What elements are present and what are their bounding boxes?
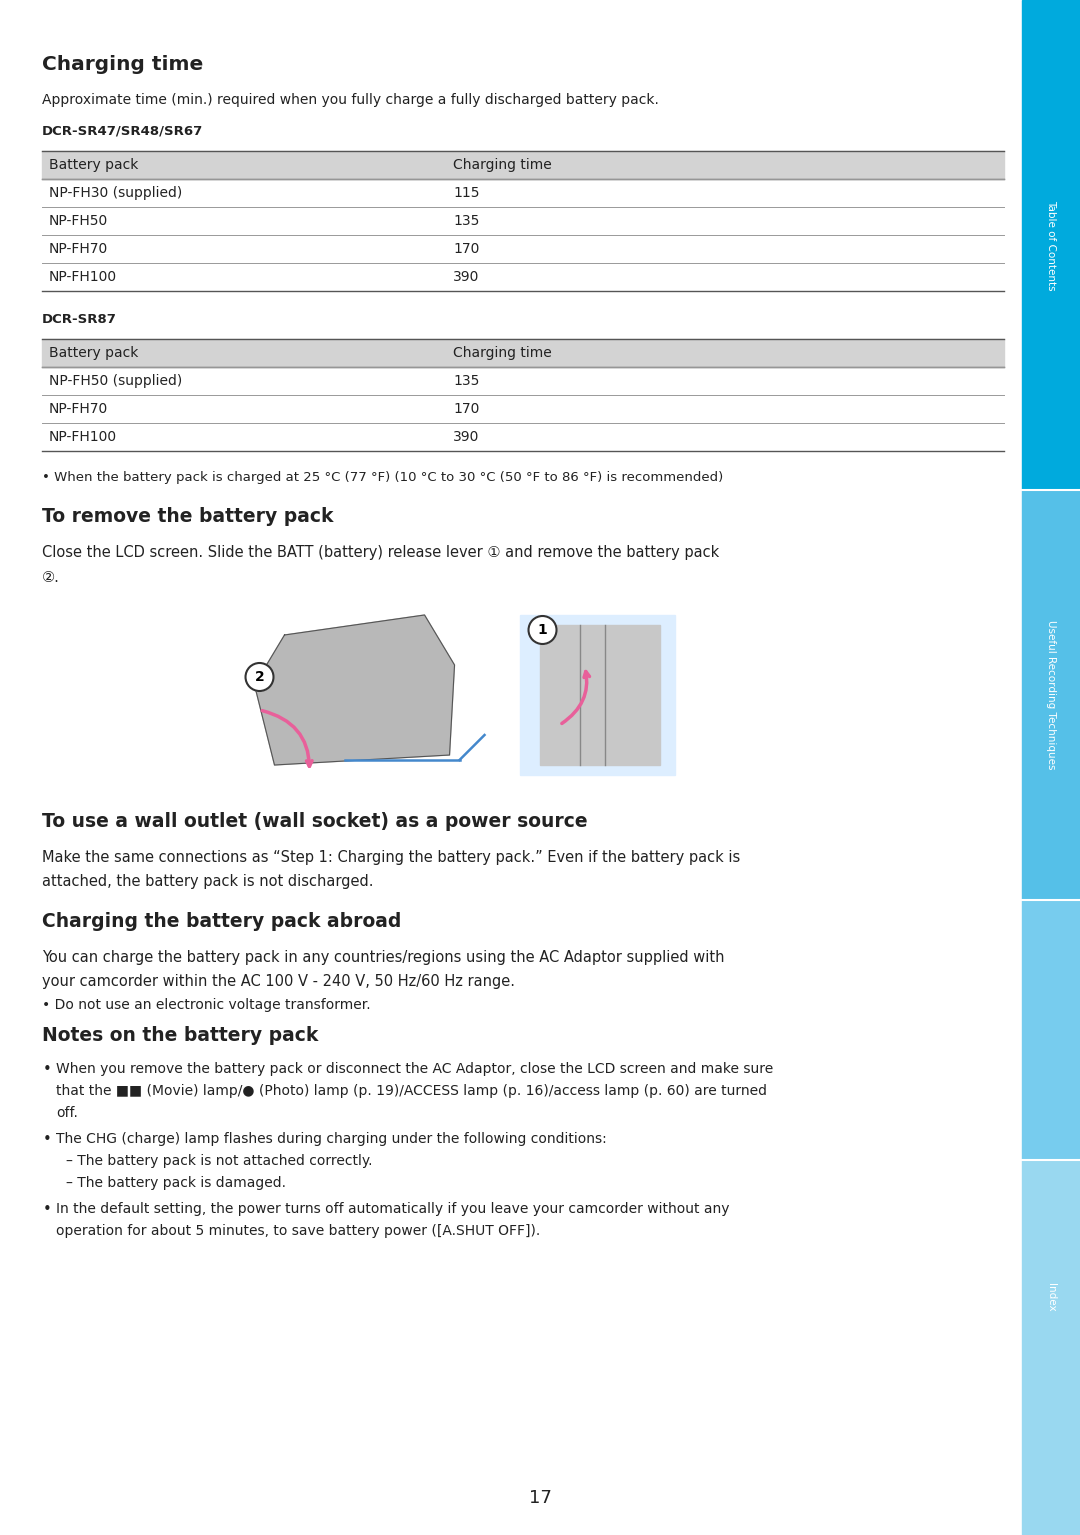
- Text: 1: 1: [538, 623, 548, 637]
- Text: NP-FH70: NP-FH70: [49, 402, 108, 416]
- Text: Table of Contents: Table of Contents: [1047, 200, 1056, 290]
- Text: that the ■■ (Movie) lamp/● (Photo) lamp (p. 19)/ACCESS lamp (p. 16)/access lamp : that the ■■ (Movie) lamp/● (Photo) lamp …: [56, 1084, 767, 1098]
- Text: 115: 115: [453, 186, 480, 200]
- Text: NP-FH100: NP-FH100: [49, 270, 117, 284]
- Text: 135: 135: [453, 375, 480, 388]
- Text: Charging the battery pack abroad: Charging the battery pack abroad: [42, 912, 402, 932]
- Text: operation for about 5 minutes, to save battery power ([A.SHUT OFF]).: operation for about 5 minutes, to save b…: [56, 1223, 540, 1239]
- Text: Make the same connections as “Step 1: Charging the battery pack.” Even if the ba: Make the same connections as “Step 1: Ch…: [42, 850, 740, 866]
- Text: DCR-SR87: DCR-SR87: [42, 313, 117, 325]
- Bar: [540, 625, 660, 764]
- Text: To use a wall outlet (wall socket) as a power source: To use a wall outlet (wall socket) as a …: [42, 812, 588, 830]
- Text: •: •: [43, 1131, 52, 1147]
- Text: attached, the battery pack is not discharged.: attached, the battery pack is not discha…: [42, 873, 374, 889]
- Text: When you remove the battery pack or disconnect the AC Adaptor, close the LCD scr: When you remove the battery pack or disc…: [56, 1062, 773, 1076]
- Text: 17: 17: [528, 1489, 552, 1507]
- Text: your camcorder within the AC 100 V - 240 V, 50 Hz/60 Hz range.: your camcorder within the AC 100 V - 240…: [42, 975, 515, 989]
- Bar: [1022, 1160, 1080, 1535]
- Bar: [519, 616, 675, 775]
- Text: The CHG (charge) lamp flashes during charging under the following conditions:: The CHG (charge) lamp flashes during cha…: [56, 1131, 607, 1147]
- Text: 170: 170: [453, 243, 480, 256]
- Text: – The battery pack is not attached correctly.: – The battery pack is not attached corre…: [66, 1154, 373, 1168]
- Text: – The battery pack is damaged.: – The battery pack is damaged.: [66, 1176, 286, 1190]
- Text: • When the battery pack is charged at 25 °C (77 °F) (10 °C to 30 °C (50 °F to 86: • When the battery pack is charged at 25…: [42, 471, 724, 484]
- Text: off.: off.: [56, 1107, 78, 1121]
- Text: 390: 390: [453, 270, 480, 284]
- Bar: [519, 616, 675, 775]
- Bar: [1022, 900, 1080, 1160]
- Text: 2: 2: [255, 669, 265, 685]
- Text: You can charge the battery pack in any countries/regions using the AC Adaptor su: You can charge the battery pack in any c…: [42, 950, 725, 966]
- Text: Useful Recording Techniques: Useful Recording Techniques: [1047, 620, 1056, 769]
- Text: Index: Index: [1047, 1283, 1056, 1312]
- Text: Notes on the battery pack: Notes on the battery pack: [42, 1025, 319, 1045]
- Text: •: •: [43, 1062, 52, 1078]
- Text: NP-FH30 (supplied): NP-FH30 (supplied): [49, 186, 183, 200]
- Text: ②.: ②.: [42, 569, 59, 585]
- Text: •: •: [43, 1202, 52, 1217]
- Polygon shape: [255, 616, 455, 764]
- Text: To remove the battery pack: To remove the battery pack: [42, 507, 334, 527]
- Text: Charging time: Charging time: [42, 55, 203, 74]
- Text: Charging time: Charging time: [453, 158, 552, 172]
- Text: Charging time: Charging time: [453, 345, 552, 361]
- Circle shape: [528, 616, 556, 645]
- Text: NP-FH50 (supplied): NP-FH50 (supplied): [49, 375, 183, 388]
- Text: 390: 390: [453, 430, 480, 444]
- Text: In the default setting, the power turns off automatically if you leave your camc: In the default setting, the power turns …: [56, 1202, 729, 1216]
- Circle shape: [245, 663, 273, 691]
- Text: NP-FH100: NP-FH100: [49, 430, 117, 444]
- Text: Close the LCD screen. Slide the BATT (battery) release lever ① and remove the ba: Close the LCD screen. Slide the BATT (ba…: [42, 545, 719, 560]
- Text: Battery pack: Battery pack: [49, 345, 138, 361]
- Bar: [42, 150, 1004, 180]
- Bar: [1022, 490, 1080, 900]
- Text: • Do not use an electronic voltage transformer.: • Do not use an electronic voltage trans…: [42, 998, 370, 1012]
- Bar: [1022, 0, 1080, 490]
- Text: Approximate time (min.) required when you fully charge a fully discharged batter: Approximate time (min.) required when yo…: [42, 94, 659, 107]
- Text: NP-FH50: NP-FH50: [49, 213, 108, 229]
- Text: 135: 135: [453, 213, 480, 229]
- Text: 170: 170: [453, 402, 480, 416]
- Bar: [42, 339, 1004, 367]
- Text: NP-FH70: NP-FH70: [49, 243, 108, 256]
- Text: Battery pack: Battery pack: [49, 158, 138, 172]
- Text: DCR-SR47/SR48/SR67: DCR-SR47/SR48/SR67: [42, 124, 203, 138]
